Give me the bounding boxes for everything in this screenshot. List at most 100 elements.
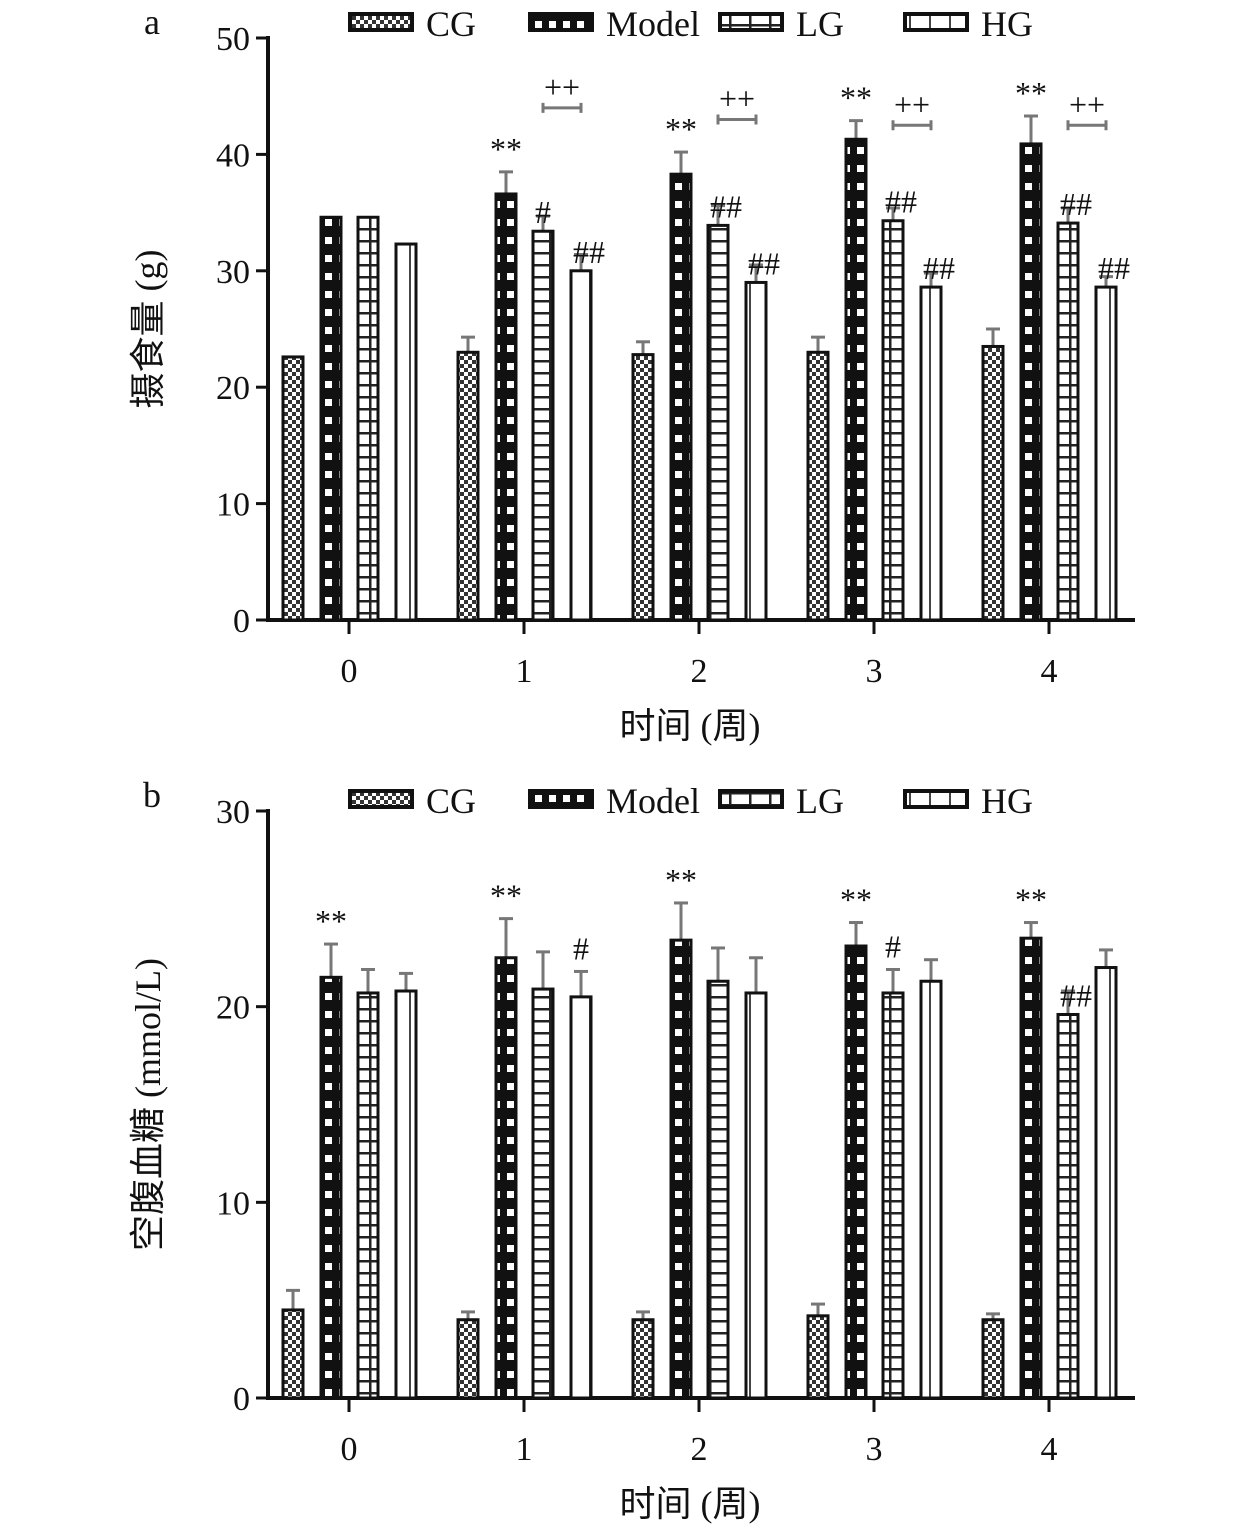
panel-a: a 0 10 20 30 40 50 0 1 2 3 4 时间 (周) 摄食量 (g) CG Model LG H…: [128, 2, 1135, 746]
x-tick-label: 4: [1041, 1431, 1058, 1468]
bar-cg-wk4: [981, 1318, 1005, 1400]
bar-model-wk3: [844, 944, 868, 1400]
x-tick-label: 1: [516, 653, 533, 690]
comparison-bracket: [541, 102, 583, 113]
legend-swatch-hg: [903, 789, 969, 809]
y-axis-label: 摄食量 (g): [128, 250, 168, 409]
significance-mark: **: [490, 131, 522, 167]
bar-model-wk4: [1019, 142, 1043, 622]
legend-swatch-cg: [348, 12, 414, 32]
bar-hg-wk0: [394, 989, 418, 1400]
significance-mark: #: [535, 194, 551, 230]
bar-model-wk3: [844, 137, 868, 622]
bar-cg-wk4: [981, 344, 1005, 622]
y-tick-label: 0: [233, 603, 250, 640]
y-tick-label: 40: [216, 137, 250, 174]
x-tick-label: 1: [516, 1431, 533, 1468]
y-tick-label: 20: [216, 370, 250, 407]
x-tick-label: 2: [691, 1431, 708, 1468]
bar-model-wk0: [319, 975, 343, 1400]
legend-swatch-cg: [348, 789, 414, 809]
bar-lg-wk2: [706, 979, 730, 1400]
bar-lg-wk2: [706, 223, 730, 622]
bar-lg-wk4: [1056, 1012, 1080, 1400]
bar-hg-wk3: [919, 979, 943, 1400]
significance-mark: ##: [573, 234, 605, 270]
significance-mark: ##: [1098, 250, 1130, 286]
significance-mark: **: [665, 111, 697, 147]
bar-model-wk2: [669, 172, 693, 622]
bar-cg-wk2: [631, 1318, 655, 1400]
bar-model-wk1: [494, 192, 518, 622]
significance-mark: **: [1015, 75, 1047, 111]
x-tick-label: 3: [866, 1431, 883, 1468]
significance-mark: **: [840, 882, 872, 918]
y-tick-label: 20: [216, 990, 250, 1027]
x-axis-label: 时间 (周): [620, 1484, 761, 1524]
panel-label: b: [143, 775, 161, 815]
bar-cg-wk3: [806, 1314, 830, 1400]
legend-label-model: Model: [606, 4, 700, 44]
x-tick-label: 0: [341, 653, 358, 690]
comparison-bracket: [891, 120, 933, 131]
bar-cg-wk2: [631, 353, 655, 622]
legend-swatch-lg: [718, 789, 784, 809]
y-tick-label: 50: [216, 21, 250, 58]
significance-mark: ##: [748, 245, 780, 281]
legend-swatch-model: [528, 12, 594, 32]
bar-cg-wk3: [806, 350, 830, 622]
significance-mark: #: [573, 930, 589, 966]
legend-label-hg: HG: [981, 781, 1033, 821]
bar-lg-wk3: [881, 991, 905, 1400]
significance-mark: **: [490, 878, 522, 914]
comparison-bracket: [716, 114, 758, 125]
significance-mark: **: [315, 903, 347, 939]
bar-lg-wk4: [1056, 221, 1080, 622]
significance-mark: **: [840, 80, 872, 116]
bar-hg-wk1: [569, 995, 593, 1400]
bar-lg-wk0: [356, 991, 380, 1400]
legend-swatch-lg: [718, 12, 784, 32]
bar-model-wk2: [669, 938, 693, 1400]
bar-hg-wk0: [394, 242, 418, 622]
significance-mark: #: [885, 928, 901, 964]
significance-mark: ##: [1060, 977, 1092, 1013]
bar-hg-wk2: [744, 991, 768, 1400]
y-tick-label: 30: [216, 794, 250, 831]
y-tick-label: 0: [233, 1381, 250, 1418]
bar-lg-wk1: [531, 987, 555, 1400]
bracket-mark: ++: [1069, 86, 1105, 122]
legend-label-hg: HG: [981, 4, 1033, 44]
bar-hg-wk4: [1094, 966, 1118, 1400]
significance-mark: **: [665, 862, 697, 898]
x-tick-label: 4: [1041, 653, 1058, 690]
significance-mark: ##: [923, 250, 955, 286]
significance-mark: ##: [885, 184, 917, 220]
x-tick-label: 0: [341, 1431, 358, 1468]
bar-model-wk1: [494, 956, 518, 1400]
bar-cg-wk1: [456, 1318, 480, 1400]
bar-hg-wk3: [919, 285, 943, 622]
bracket-mark: ++: [544, 69, 580, 105]
significance-mark: ##: [1060, 186, 1092, 222]
x-tick-label: 3: [866, 653, 883, 690]
legend-label-model: Model: [606, 781, 700, 821]
bracket-mark: ++: [719, 80, 755, 116]
legend-label-cg: CG: [426, 781, 476, 821]
bar-lg-wk0: [356, 215, 380, 622]
bar-model-wk4: [1019, 936, 1043, 1400]
panel-b: b 0 10 20 30 0 1 2 3 4 时间 (周) 空腹血糖 (mmol/L) CG Model L…: [128, 775, 1135, 1524]
bar-hg-wk4: [1094, 285, 1118, 622]
bar-lg-wk1: [531, 229, 555, 622]
y-tick-label: 10: [216, 487, 250, 524]
bar-cg-wk1: [456, 350, 480, 622]
significance-mark: **: [1015, 882, 1047, 918]
bar-cg-wk0: [281, 1308, 305, 1400]
comparison-bracket: [1066, 120, 1108, 131]
y-tick-label: 10: [216, 1185, 250, 1222]
legend-swatch-hg: [903, 12, 969, 32]
bar-hg-wk2: [744, 280, 768, 622]
y-tick-label: 30: [216, 254, 250, 291]
bar-cg-wk0: [281, 355, 305, 622]
